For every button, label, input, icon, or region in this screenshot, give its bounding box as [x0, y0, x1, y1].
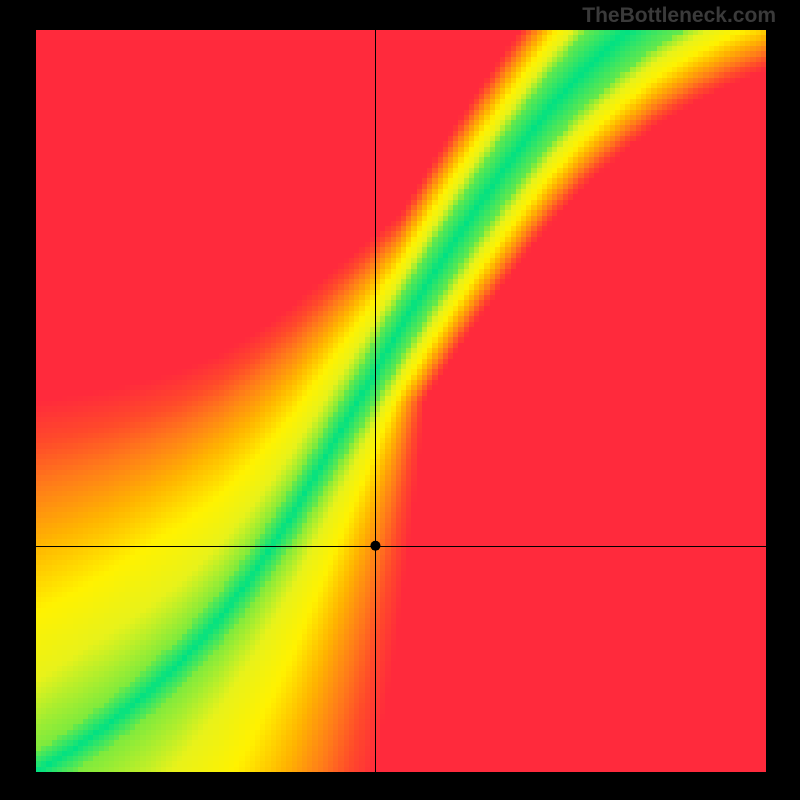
source-watermark: TheBottleneck.com: [582, 4, 776, 28]
bottleneck-heatmap-canvas: [36, 30, 766, 772]
heatmap-plot-area: [36, 30, 766, 772]
chart-frame: TheBottleneck.com: [0, 0, 800, 800]
